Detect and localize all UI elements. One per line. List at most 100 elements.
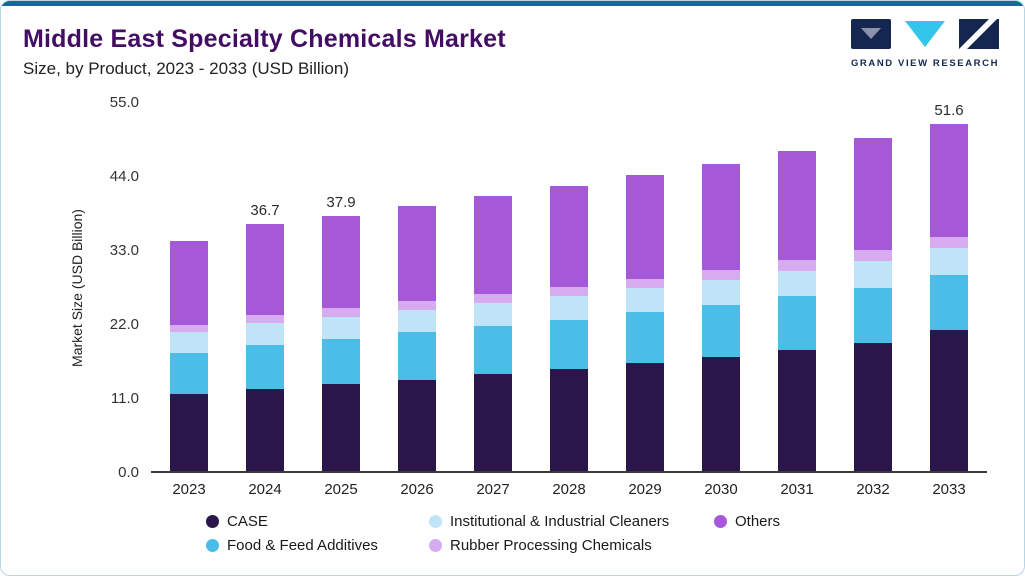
bar-segment-others: [246, 224, 284, 315]
bar-segment-rubber-processing-chemicals: [246, 314, 284, 324]
bar-column-2029: [607, 103, 683, 471]
chart-subtitle: Size, by Product, 2023 - 2033 (USD Billi…: [23, 59, 349, 78]
bar-segment-rubber-processing-chemicals: [550, 286, 588, 297]
bar-column-2023: [151, 103, 227, 471]
bar-segment-food-feed-additives: [550, 319, 588, 369]
bar-segment-case: [398, 379, 436, 471]
legend-item-rubber-processing-chemicals: Rubber Processing Chemicals: [429, 537, 714, 554]
x-tick-label: 2029: [628, 481, 662, 498]
bar-column-2024: 36.7: [227, 103, 303, 471]
legend-item-others: Others: [714, 513, 780, 530]
y-tick-label: 44.0: [109, 168, 139, 185]
bar-segment-institutional-industrial-cleaners: [170, 332, 208, 353]
bar-segment-others: [322, 216, 360, 309]
bar-segment-food-feed-additives: [854, 288, 892, 344]
bar-segment-food-feed-additives: [322, 338, 360, 385]
bar-segment-institutional-industrial-cleaners: [626, 288, 664, 313]
legend-dot: [206, 539, 219, 552]
bar-column-2033: 51.6: [911, 101, 987, 471]
bar-segment-case: [778, 349, 816, 471]
x-tick-label: 2023: [172, 481, 206, 498]
legend-item-institutional-industrial-cleaners: Institutional & Industrial Cleaners: [429, 513, 714, 530]
logo-text: GRAND VIEW RESEARCH: [850, 58, 1000, 69]
bar-segment-case: [322, 384, 360, 471]
y-tick-label: 55.0: [109, 94, 139, 111]
bar-segment-institutional-industrial-cleaners: [550, 296, 588, 320]
bar-segment-case: [626, 362, 664, 471]
bar-stack: [930, 123, 968, 471]
x-tick-label: 2025: [324, 481, 358, 498]
legend-dot: [429, 539, 442, 552]
bar-segment-institutional-industrial-cleaners: [246, 323, 284, 345]
bar-segment-others: [778, 150, 816, 261]
x-tick-label: 2028: [552, 481, 586, 498]
bar-segment-institutional-industrial-cleaners: [930, 247, 968, 275]
bar-stack: [854, 138, 892, 471]
bar-column-2032: [835, 103, 911, 471]
x-tick-label: 2026: [400, 481, 434, 498]
bar-segment-institutional-industrial-cleaners: [702, 279, 740, 305]
y-axis-ticks: 0.0 11.0 22.0 33.0 44.0 55.0: [1, 94, 143, 481]
bar-segment-institutional-industrial-cleaners: [854, 261, 892, 289]
bar-segment-rubber-processing-chemicals: [626, 278, 664, 289]
x-tick-label: 2024: [248, 481, 282, 498]
bar-total-label: 37.9: [326, 194, 356, 212]
bar-column-2031: [759, 103, 835, 471]
legend-label: Others: [735, 513, 781, 530]
chart-header: Middle East Specialty Chemicals Market S…: [23, 25, 506, 79]
top-accent-bar: [1, 1, 1024, 6]
bar-segment-food-feed-additives: [626, 312, 664, 363]
bar-segment-rubber-processing-chemicals: [474, 294, 512, 303]
bar-stack: [626, 175, 664, 471]
x-tick-label: 2027: [476, 481, 510, 498]
bar-column-2027: [455, 103, 531, 471]
bar-segment-others: [550, 185, 588, 287]
x-tick-label: 2030: [704, 481, 738, 498]
bar-segment-food-feed-additives: [930, 274, 968, 331]
bar-segment-case: [246, 388, 284, 471]
bar-column-2030: [683, 103, 759, 471]
legend-dot: [429, 515, 442, 528]
bar-segment-case: [474, 374, 512, 471]
chart-legend: CASE Institutional & Industrial Cleaners O…: [206, 513, 780, 554]
bar-stack: [246, 224, 284, 471]
bar-segment-rubber-processing-chemicals: [854, 250, 892, 262]
bar-segment-rubber-processing-chemicals: [778, 260, 816, 271]
bar-stack: [398, 205, 436, 471]
bar-stack: [702, 163, 740, 471]
y-tick-label: 11.0: [110, 390, 139, 407]
x-tick-label: 2031: [780, 481, 814, 498]
legend-label: Food & Feed Additives: [227, 537, 378, 554]
bar-segment-others: [170, 240, 208, 326]
bar-segment-rubber-processing-chemicals: [930, 236, 968, 248]
bar-segment-institutional-industrial-cleaners: [398, 309, 436, 333]
bar-segment-food-feed-additives: [170, 352, 208, 394]
bar-segment-rubber-processing-chemicals: [398, 300, 436, 310]
bar-segment-institutional-industrial-cleaners: [778, 270, 816, 297]
bar-stack: [170, 240, 208, 471]
legend-label: Institutional & Industrial Cleaners: [450, 513, 670, 530]
bar-segment-others: [626, 175, 664, 279]
bar-column-2026: [379, 103, 455, 471]
legend-item-food-feed-additives: Food & Feed Additives: [206, 537, 429, 554]
bar-segment-case: [930, 330, 968, 471]
bar-total-label: 51.6: [934, 101, 964, 119]
bar-segment-others: [398, 205, 436, 301]
bar-column-2028: [531, 103, 607, 471]
legend-dot: [714, 515, 727, 528]
bar-segment-food-feed-additives: [702, 304, 740, 357]
bar-stack: [322, 216, 360, 471]
grand-view-research-logo: GRAND VIEW RESEARCH: [850, 19, 1000, 69]
y-tick-label: 33.0: [109, 242, 139, 259]
bar-total-label: 36.7: [250, 202, 280, 220]
y-tick-label: 0.0: [118, 464, 139, 481]
bar-segment-others: [930, 123, 968, 237]
logo-icon: [851, 19, 999, 49]
page-title: Middle East Specialty Chemicals Market: [23, 25, 506, 53]
bar-column-2025: 37.9: [303, 103, 379, 471]
x-tick-label: 2032: [856, 481, 890, 498]
legend-item-case: CASE: [206, 513, 429, 530]
bar-stack: [474, 195, 512, 471]
bar-segment-food-feed-additives: [778, 296, 816, 350]
